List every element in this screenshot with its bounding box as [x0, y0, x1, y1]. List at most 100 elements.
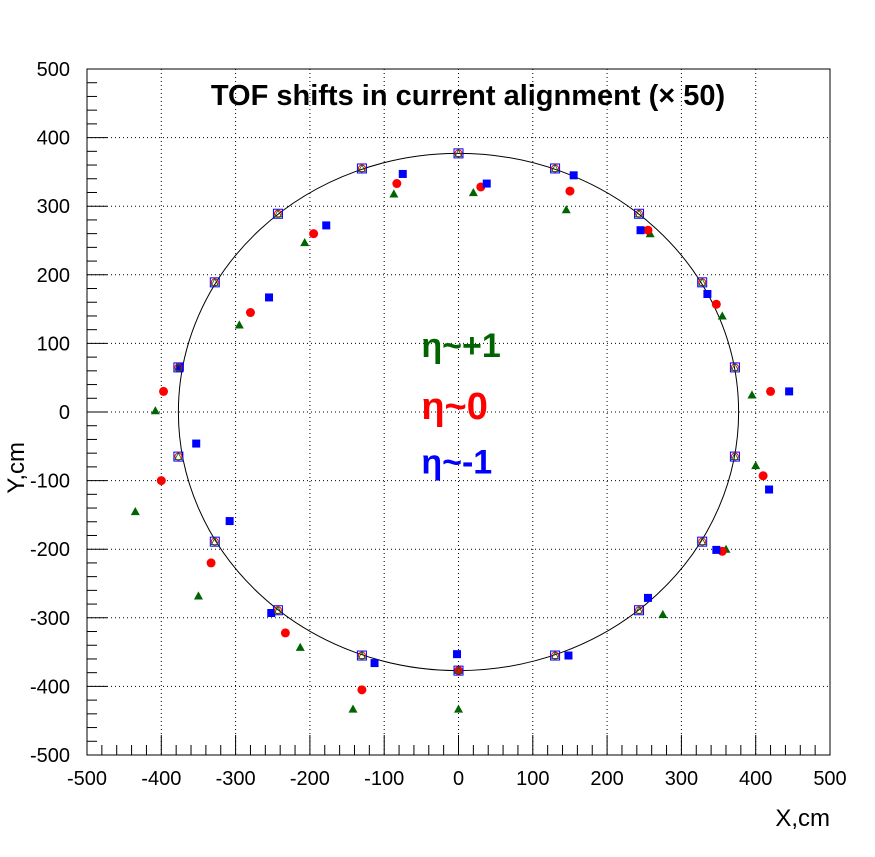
reference-square-point — [272, 605, 283, 616]
square-point — [265, 293, 274, 302]
reference-triangle-point — [273, 605, 283, 614]
reference-triangle-point — [634, 605, 644, 614]
data-marks — [130, 148, 794, 713]
y-tick-label: -300 — [30, 608, 70, 630]
y-tick-label: 300 — [37, 196, 70, 218]
circle-point — [206, 558, 216, 568]
reference-square-point — [209, 277, 220, 288]
reference-triangle-point — [357, 651, 367, 659]
reference-square-point — [697, 536, 708, 547]
reference-square-point — [356, 650, 367, 661]
triangle-point — [234, 320, 244, 329]
square-point — [703, 290, 712, 299]
eta-annotation: η~+1 — [421, 327, 500, 365]
reference-triangle-point — [174, 452, 183, 460]
circle-point — [156, 476, 166, 486]
y-tick-label: -100 — [30, 471, 70, 493]
eta-annotations: η~+1 η~0 η~-1 — [421, 327, 500, 482]
reference-triangle-point — [174, 363, 183, 371]
square-point — [370, 659, 379, 668]
y-tick-label: -200 — [30, 539, 70, 561]
eta-annotation: η~0 — [421, 386, 488, 428]
x-tick-label: -100 — [364, 768, 404, 790]
y-tick-label: 0 — [59, 402, 70, 424]
reference-triangle-point — [273, 209, 283, 218]
reference-square-point — [453, 665, 464, 676]
square-point — [322, 221, 331, 230]
triangle-point — [747, 390, 757, 399]
triangle-point — [130, 506, 140, 516]
reference-triangle-point — [454, 149, 463, 157]
square-point — [785, 387, 794, 396]
y-axis-title: Y,cm — [3, 442, 30, 494]
x-tick-label: -500 — [67, 768, 107, 790]
reference-square-point — [173, 451, 184, 462]
triangle-point — [751, 461, 761, 470]
square-point — [569, 171, 578, 180]
circle-point — [357, 685, 367, 695]
square-point — [636, 226, 645, 235]
reference-square-point — [634, 208, 645, 219]
x-tick-label: 200 — [590, 768, 623, 790]
reference-square-point — [550, 163, 561, 174]
y-tick-label: -400 — [30, 676, 70, 698]
circle-point — [245, 308, 255, 318]
axis-ticks — [86, 68, 831, 756]
square-point — [712, 545, 721, 554]
x-axis-title: X,cm — [775, 805, 830, 832]
reference-square-point — [173, 362, 184, 373]
reference-square-point — [729, 451, 740, 462]
reference-triangle-point — [550, 164, 560, 172]
circle-point — [711, 299, 721, 309]
circle-point — [159, 386, 169, 396]
reference-circle-point — [174, 452, 183, 461]
x-tick-label: 400 — [739, 768, 772, 790]
reference-triangle-point — [210, 278, 219, 286]
reference-square-point — [272, 208, 283, 219]
x-tick-label: 0 — [453, 768, 464, 790]
circle-point — [280, 628, 290, 638]
x-tick-label: -300 — [216, 768, 256, 790]
reference-triangle-point — [730, 363, 740, 371]
triangle-point — [348, 704, 358, 713]
reference-square-point — [209, 536, 220, 547]
circle-point — [565, 186, 575, 196]
circle-point — [643, 225, 653, 235]
chart-title: TOF shifts in current alignment (× 50) — [211, 80, 725, 112]
circle-point — [309, 229, 319, 239]
square-point — [453, 650, 462, 659]
square-point — [765, 485, 774, 494]
square-point — [398, 169, 407, 178]
reference-square-point — [634, 605, 645, 616]
triangle-point — [150, 406, 160, 415]
triangle-point — [454, 704, 463, 713]
reference-triangle-point — [550, 651, 560, 659]
circle-point — [392, 179, 402, 189]
y-tick-label: -500 — [30, 745, 70, 767]
reference-triangle-point — [730, 452, 740, 460]
square-point — [267, 608, 276, 617]
square-point — [482, 179, 491, 188]
reference-square-point — [356, 163, 367, 174]
square-point — [192, 439, 201, 448]
reference-square-point — [697, 277, 708, 288]
square-point — [643, 593, 652, 602]
triangle-point — [658, 609, 668, 618]
x-tick-label: -400 — [141, 768, 181, 790]
circle-point — [758, 471, 768, 481]
y-tick-label: 400 — [37, 128, 70, 150]
reference-square-point — [550, 650, 561, 661]
reference-square-point — [453, 148, 464, 159]
x-tick-label: 300 — [665, 768, 698, 790]
x-tick-label: 100 — [516, 768, 549, 790]
triangle-point — [295, 642, 305, 651]
y-tick-label: 200 — [37, 265, 70, 287]
circle-point — [766, 386, 776, 396]
triangle-point — [193, 591, 203, 600]
reference-triangle-point — [357, 164, 367, 172]
tick-labels: -500 -400 -300 -200 -100 0 100 200 300 400 500 -500… — [30, 59, 847, 790]
reference-triangle-point — [698, 537, 707, 546]
x-tick-label: 500 — [813, 768, 846, 790]
square-point — [564, 651, 573, 660]
